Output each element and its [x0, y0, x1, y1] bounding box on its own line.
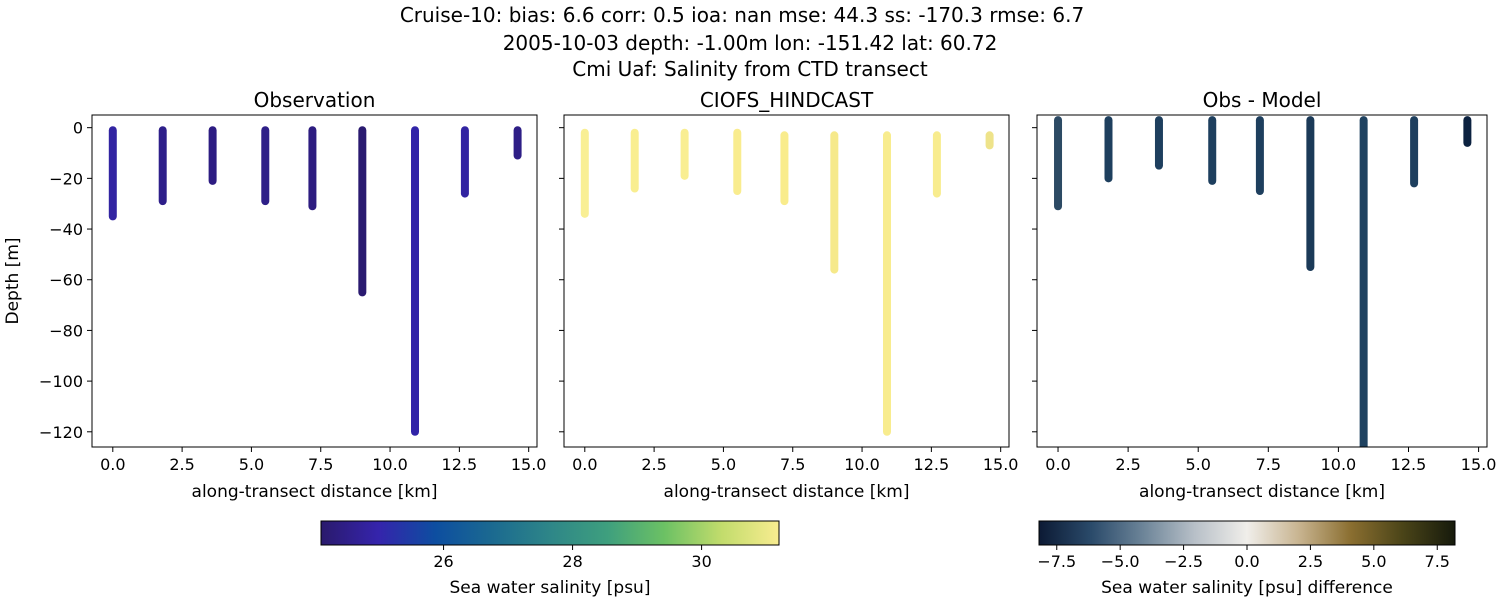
- figure-title: Cruise-10: bias: 6.6 corr: 0.5 ioa: nan …: [400, 3, 1084, 81]
- panel-3: Obs - Model 0.0 2.5 5.0 7.5 10.0 12.5 15.0 along…: [1032, 88, 1496, 502]
- colorbar-1: 26 28 30 Sea water salinity [psu]: [320, 520, 780, 598]
- x-tick-label: 5.0: [239, 455, 264, 474]
- x-tick-label: 7.5: [780, 455, 805, 474]
- colorbar-tick-label: 2.5: [1298, 552, 1323, 571]
- colorbar-label: Sea water salinity [psu]: [450, 578, 651, 598]
- panels: Observation 0.0 2.5 5.0 7.5 10.0 12.5 15.0 0 −20 −…: [3, 88, 1496, 502]
- x-tick-label: 15.0: [983, 455, 1019, 474]
- title-line-1: Cruise-10: bias: 6.6 corr: 0.5 ioa: nan …: [400, 3, 1084, 27]
- panel-title: Obs - Model: [1203, 88, 1322, 112]
- x-tick-label: 5.0: [711, 455, 736, 474]
- colorbar-tick-label: 28: [562, 552, 582, 571]
- y-tick-label: 0: [73, 119, 83, 138]
- x-tick-label: 10.0: [844, 455, 880, 474]
- y-tick-label: −20: [49, 169, 83, 188]
- x-tick-label: 7.5: [1256, 455, 1281, 474]
- x-tick-label: 15.0: [511, 455, 547, 474]
- x-tick-label: 12.5: [442, 455, 478, 474]
- colorbar-tick-label: 5.0: [1361, 552, 1386, 571]
- profiles: [580, 128, 994, 436]
- y-tick-label: −80: [49, 321, 83, 340]
- colorbar-gradient: [320, 520, 780, 546]
- title-line-3: Cmi Uaf: Salinity from CTD transect: [572, 57, 928, 81]
- colorbar-tick-label: −5.0: [1101, 552, 1140, 571]
- colorbar-2: −7.5 −5.0 −2.5 0.0 2.5 5.0 7.5 Sea water salini…: [1037, 520, 1456, 598]
- x-tick-label: 2.5: [641, 455, 666, 474]
- x-tick-label: 15.0: [1461, 455, 1497, 474]
- colorbars: 26 28 30 Sea water salinity [psu] −7.5 −5.0 −2…: [320, 520, 1456, 598]
- panel-2: CIOFS_HINDCAST 0.0 2.5 5.0 7.5 10.0 12.5 15.0 al…: [559, 88, 1018, 502]
- x-axis-label: along-transect distance [km]: [192, 482, 438, 502]
- x-tick-label: 10.0: [372, 455, 408, 474]
- y-tick-label: −100: [39, 372, 83, 391]
- colorbar-tick-label: 0.0: [1234, 552, 1259, 571]
- x-tick-label: 2.5: [1115, 455, 1140, 474]
- axes-frame: [91, 114, 538, 448]
- panel-1: Observation 0.0 2.5 5.0 7.5 10.0 12.5 15.0 0 −20 −…: [3, 88, 546, 502]
- profiles: [108, 126, 522, 436]
- x-tick-label: 0.0: [572, 455, 597, 474]
- profiles: [1054, 116, 1472, 447]
- axes-frame: [1036, 114, 1488, 448]
- y-tick-label: −60: [49, 271, 83, 290]
- axes-frame: [563, 114, 1010, 448]
- y-tick-label: −120: [39, 423, 83, 442]
- x-axis-label: along-transect distance [km]: [664, 482, 910, 502]
- colorbar-tick-label: 7.5: [1425, 552, 1450, 571]
- x-tick-label: 0.0: [100, 455, 125, 474]
- y-tick-label: −40: [49, 220, 83, 239]
- x-tick-label: 10.0: [1321, 455, 1357, 474]
- title-line-2: 2005-10-03 depth: -1.00m lon: -151.42 la…: [503, 31, 998, 55]
- colorbar-label: Sea water salinity [psu] difference: [1101, 578, 1393, 598]
- colorbar-tick-label: −7.5: [1037, 552, 1076, 571]
- x-tick-label: 0.0: [1045, 455, 1070, 474]
- x-tick-label: 2.5: [169, 455, 194, 474]
- panel-title: Observation: [254, 88, 376, 112]
- y-axis-label: Depth [m]: [3, 237, 23, 324]
- colorbar-gradient: [1038, 520, 1456, 546]
- x-tick-label: 12.5: [914, 455, 950, 474]
- colorbar-tick-label: 26: [433, 552, 453, 571]
- colorbar-tick-label: 30: [691, 552, 711, 571]
- x-axis-label: along-transect distance [km]: [1139, 482, 1385, 502]
- x-tick-label: 12.5: [1391, 455, 1427, 474]
- x-tick-label: 7.5: [308, 455, 333, 474]
- x-tick-label: 5.0: [1185, 455, 1210, 474]
- colorbar-tick-label: −2.5: [1164, 552, 1203, 571]
- panel-title: CIOFS_HINDCAST: [700, 88, 874, 112]
